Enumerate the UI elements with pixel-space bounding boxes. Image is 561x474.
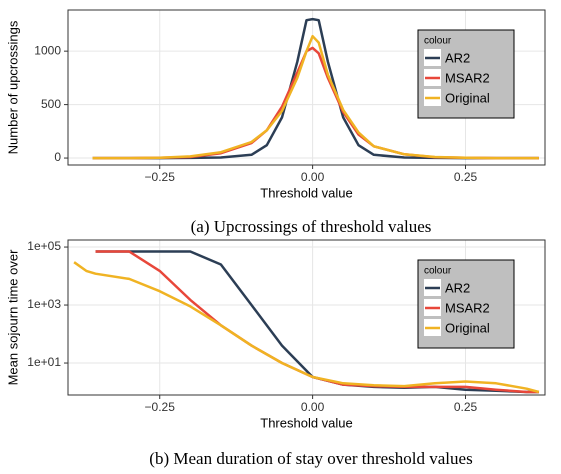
- series-line: [73, 261, 540, 394]
- x-tick-label: −0.25: [145, 400, 176, 414]
- x-axis-title: Threshold value: [260, 185, 353, 200]
- x-tick-label: 0.00: [301, 170, 325, 184]
- y-tick-label: 1e+05: [27, 239, 61, 253]
- legend-title: colour: [424, 266, 452, 277]
- series-line: [92, 17, 539, 160]
- legend-title: colour: [424, 36, 452, 47]
- series-group: [73, 250, 540, 394]
- series-group: [92, 17, 539, 160]
- caption: (a) Upcrossings of threshold values: [191, 217, 432, 236]
- legend-label: MSAR2: [445, 70, 490, 85]
- panel-border: [67, 9, 546, 166]
- y-axis-title: Number of upcrossings: [5, 20, 20, 154]
- caption: (b) Mean duration of stay over threshold…: [149, 449, 472, 468]
- y-tick-label: 1e+03: [27, 297, 61, 311]
- y-tick-label: 1000: [34, 43, 61, 57]
- y-axis-title: Mean sojourn time over: [5, 249, 20, 386]
- x-tick-label: −0.25: [145, 170, 176, 184]
- x-tick-label: 0.25: [454, 170, 478, 184]
- series-line: [92, 34, 539, 160]
- chart-panel: −0.25 0.00 0.25 0 500 1000 Threshold value Numb…: [5, 9, 546, 236]
- legend-label: AR2: [445, 50, 470, 65]
- y-tick-label: 0: [54, 150, 61, 164]
- legend-label: Original: [445, 90, 490, 105]
- panel-border: [67, 239, 546, 396]
- legend-label: MSAR2: [445, 300, 490, 315]
- x-axis-title: Threshold value: [260, 415, 353, 430]
- chart-panel: −0.25 0.00 0.25 1e+01 1e+03 1e+05 Threshold va…: [5, 239, 546, 468]
- x-tick-label: 0.25: [454, 400, 478, 414]
- y-tick-label: 500: [41, 97, 61, 111]
- x-tick-label: 0.00: [301, 400, 325, 414]
- y-tick-label: 1e+01: [27, 355, 61, 369]
- legend-label: Original: [445, 320, 490, 335]
- legend-label: AR2: [445, 280, 470, 295]
